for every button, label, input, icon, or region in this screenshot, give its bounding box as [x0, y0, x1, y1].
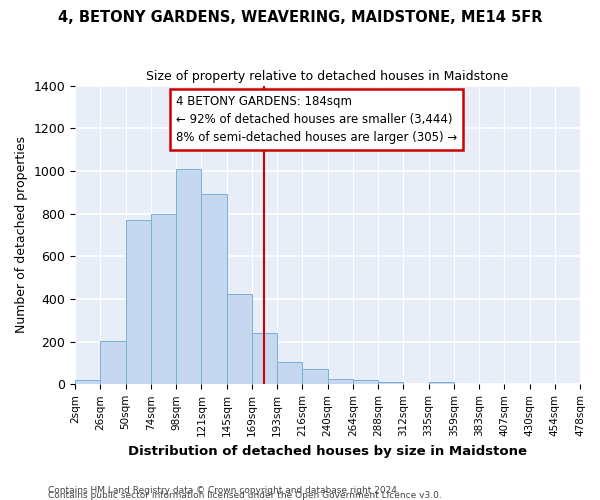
Bar	[277, 362, 302, 384]
Text: 4 BETONY GARDENS: 184sqm
← 92% of detached houses are smaller (3,444)
8% of semi: 4 BETONY GARDENS: 184sqm ← 92% of detach…	[176, 95, 457, 144]
Y-axis label: Number of detached properties: Number of detached properties	[15, 136, 28, 334]
Bar	[151, 214, 176, 384]
Bar	[378, 382, 403, 384]
Bar	[202, 194, 227, 384]
Bar	[75, 380, 100, 384]
Bar	[302, 370, 328, 384]
Bar	[328, 378, 353, 384]
Bar	[428, 382, 454, 384]
Bar	[227, 294, 252, 384]
Bar	[176, 169, 202, 384]
Bar	[125, 220, 151, 384]
Text: 4, BETONY GARDENS, WEAVERING, MAIDSTONE, ME14 5FR: 4, BETONY GARDENS, WEAVERING, MAIDSTONE,…	[58, 10, 542, 25]
Bar	[252, 333, 277, 384]
X-axis label: Distribution of detached houses by size in Maidstone: Distribution of detached houses by size …	[128, 444, 527, 458]
Text: Contains HM Land Registry data © Crown copyright and database right 2024.: Contains HM Land Registry data © Crown c…	[48, 486, 400, 495]
Bar	[353, 380, 378, 384]
Title: Size of property relative to detached houses in Maidstone: Size of property relative to detached ho…	[146, 70, 509, 83]
Text: Contains public sector information licensed under the Open Government Licence v3: Contains public sector information licen…	[48, 491, 442, 500]
Bar	[100, 340, 125, 384]
